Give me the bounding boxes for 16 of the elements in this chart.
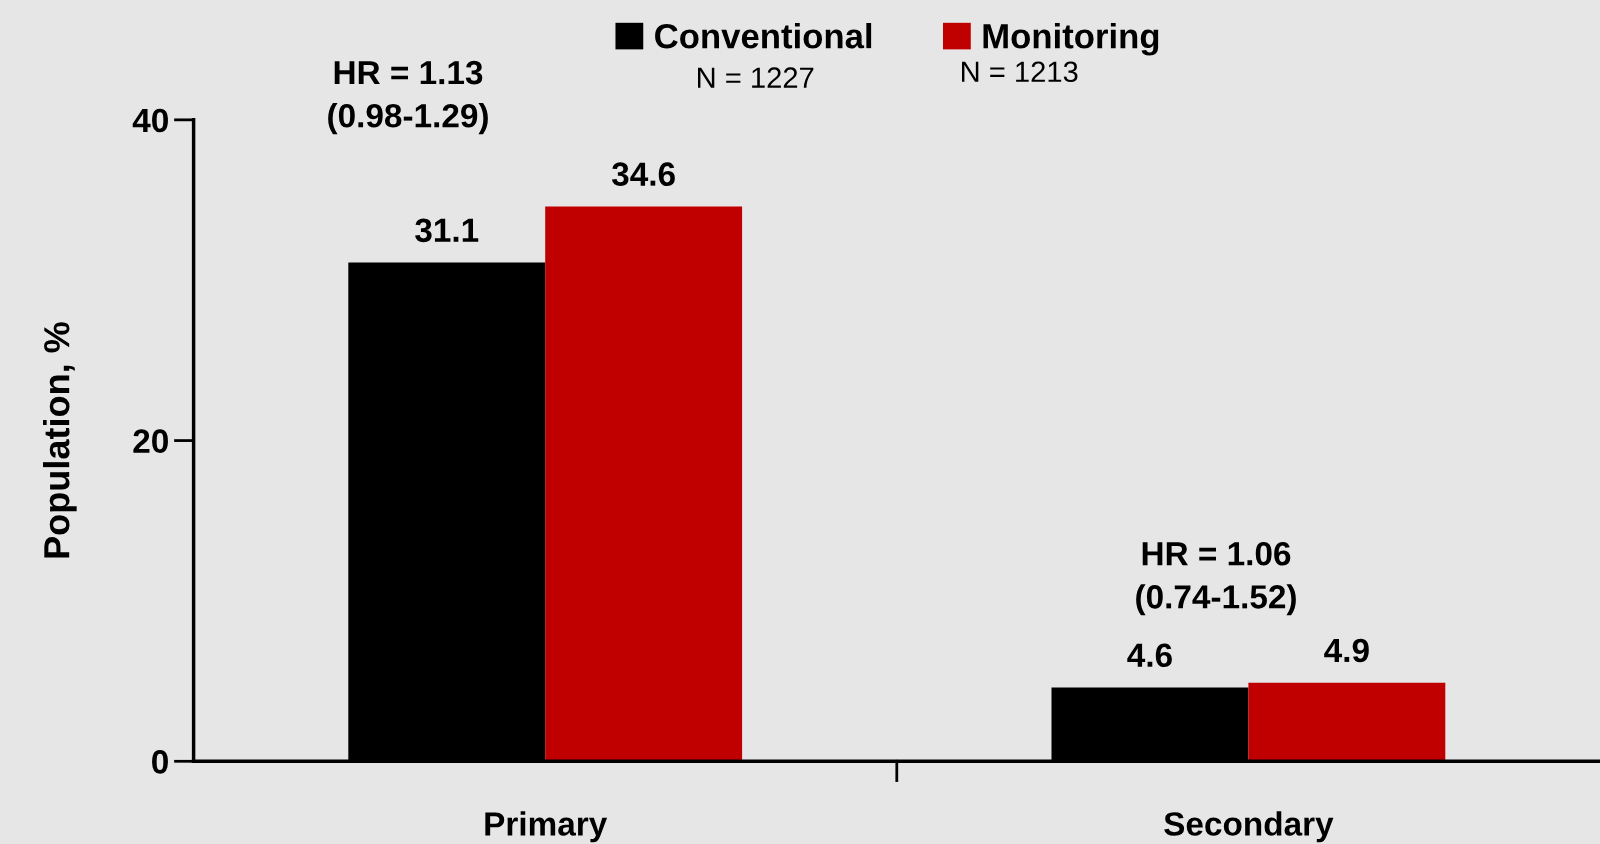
annotation: HR = 1.06 (0.74-1.52) xyxy=(1136,541,1296,616)
annotation: HR = 1.13 (0.98-1.29) xyxy=(328,60,488,135)
legend-label: Conventional xyxy=(655,22,872,49)
data-label: 31.1 xyxy=(415,218,479,243)
y-axis-title: Population, % xyxy=(43,322,77,558)
y-tick-label: 0 xyxy=(152,750,168,774)
legend-label: Monitoring xyxy=(983,22,1159,56)
text: N = 1227 xyxy=(698,67,814,88)
y-tick-label: 40 xyxy=(132,108,168,133)
data-label: 4.6 xyxy=(1127,643,1172,668)
text: N = 1213 xyxy=(962,61,1078,83)
x-tick-label: Secondary xyxy=(1164,811,1334,843)
data-label: 34.6 xyxy=(611,162,675,187)
y-tick-label: 20 xyxy=(133,429,168,453)
data-label: 4.9 xyxy=(1324,638,1369,663)
x-tick-label: Primary xyxy=(485,811,608,843)
